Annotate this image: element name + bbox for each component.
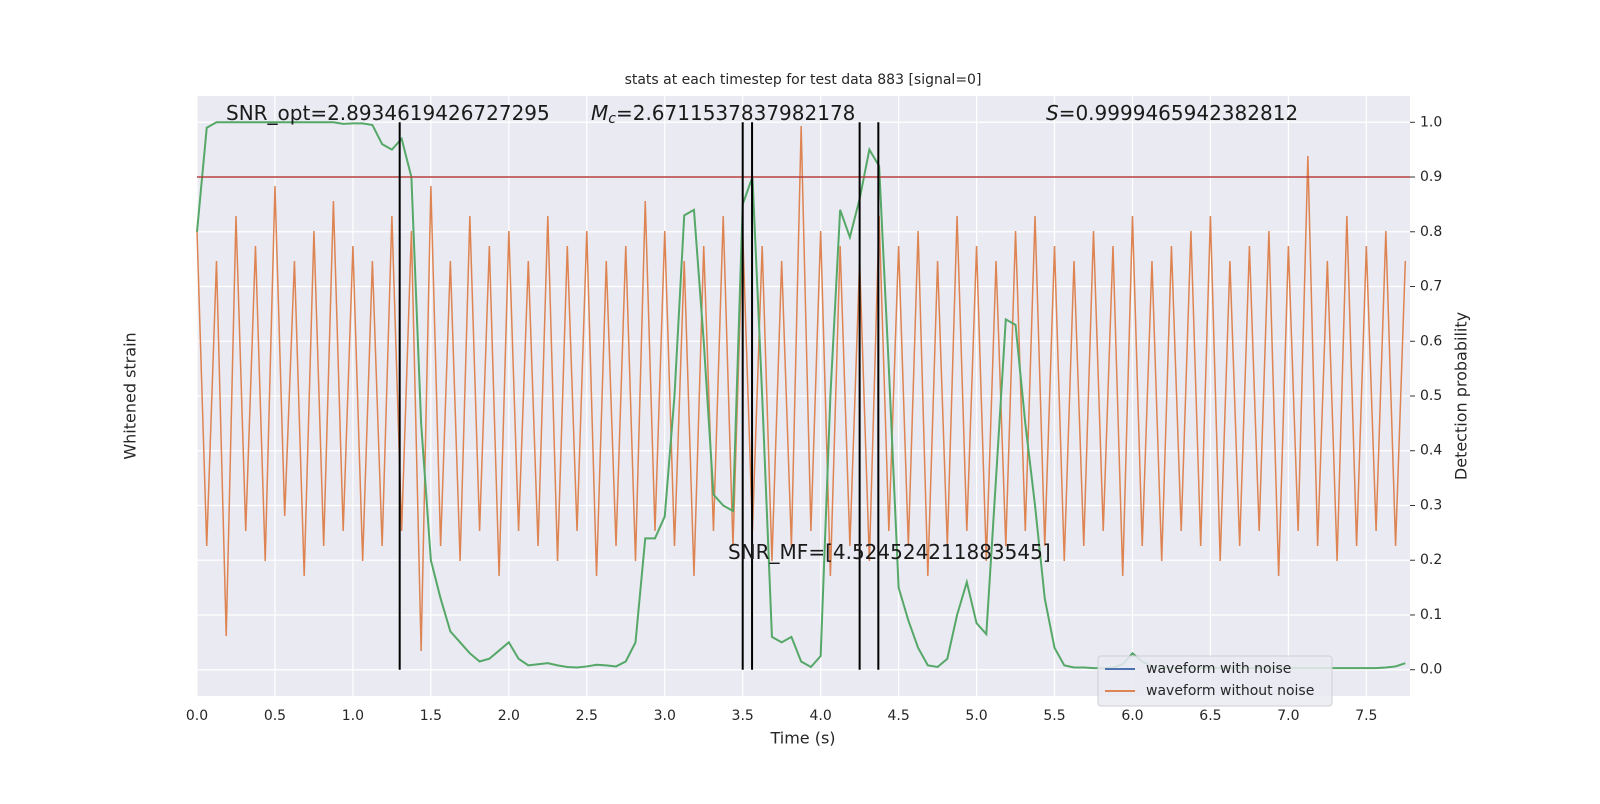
annotation: SNR_MF=[4.524524211883545] [728, 540, 1051, 564]
y2-tick-label: 0.2 [1420, 552, 1442, 568]
x-tick-label: 7.0 [1277, 708, 1299, 724]
annotation-text: SNR_MF=[4.524524211883545] [728, 540, 1051, 564]
annotation-text: =2.6711537837982178 [616, 101, 855, 125]
x-tick-label: 4.0 [810, 708, 832, 724]
x-tick-label: 4.5 [887, 708, 909, 724]
x-tick-label: 7.5 [1355, 708, 1377, 724]
x-tick-label: 5.5 [1043, 708, 1065, 724]
x-tick-label: 2.0 [498, 708, 520, 724]
y2-tick-label: 0.9 [1420, 169, 1442, 185]
y2-tick-label: 0.4 [1420, 443, 1442, 459]
y2-tick-label: 0.0 [1420, 662, 1442, 678]
y2-tick-label: 0.1 [1420, 607, 1442, 623]
legend-box [1097, 655, 1333, 707]
x-tick-label: 0.5 [264, 708, 286, 724]
annotation: Mc=2.6711537837982178 [591, 101, 855, 128]
legend-label: waveform without noise [1146, 683, 1314, 699]
x-tick-label: 0.0 [186, 708, 208, 724]
y2-tick-label: 0.5 [1420, 388, 1442, 404]
y2-tick-label: 0.3 [1420, 497, 1442, 513]
x-tick-label: 1.0 [342, 708, 364, 724]
annotation-symbol: S [1046, 101, 1059, 125]
y2-tick-label: 0.6 [1420, 333, 1442, 349]
annotation-symbol: M [591, 101, 608, 125]
x-tick-label: 3.5 [732, 708, 754, 724]
annotation-text: =0.9999465942382812 [1059, 101, 1298, 125]
y2-tick-label: 0.8 [1420, 224, 1442, 240]
x-tick-label: 3.0 [654, 708, 676, 724]
y-axis-label: Whitened strain [121, 332, 140, 459]
x-tick-label: 2.5 [576, 708, 598, 724]
y2-tick-label: 1.0 [1420, 114, 1442, 130]
annotation: S=0.9999465942382812 [1046, 101, 1298, 125]
annotation-text: SNR_opt=2.8934619426727295 [226, 101, 550, 125]
annotation-subscript: c [608, 111, 616, 127]
chart-title: stats at each timestep for test data 883… [625, 72, 982, 88]
x-tick-label: 6.0 [1121, 708, 1143, 724]
x-tick-label: 1.5 [420, 708, 442, 724]
y2-axis-label: Detection probability [1452, 312, 1471, 480]
x-tick-label: 5.0 [965, 708, 987, 724]
x-axis-label: Time (s) [769, 729, 835, 748]
legend-label: waveform with noise [1146, 661, 1291, 677]
x-tick-label: 6.5 [1199, 708, 1221, 724]
series-line [196, 125, 1407, 652]
y2-tick-label: 0.7 [1420, 279, 1442, 295]
annotation: SNR_opt=2.8934619426727295 [226, 101, 550, 125]
